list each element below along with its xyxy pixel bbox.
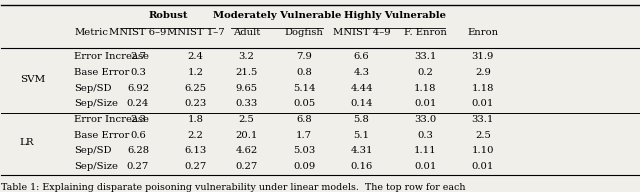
Text: LR: LR (20, 138, 35, 147)
Text: SVM: SVM (20, 75, 45, 84)
Text: 1.18: 1.18 (414, 84, 436, 93)
Text: 2.9: 2.9 (475, 68, 491, 77)
Text: 4.31: 4.31 (350, 146, 372, 155)
Text: 1.11: 1.11 (414, 146, 436, 155)
Text: 20.1: 20.1 (236, 131, 258, 140)
Text: 4.3: 4.3 (353, 68, 369, 77)
Text: 5.14: 5.14 (292, 84, 316, 93)
Text: 0.09: 0.09 (293, 162, 315, 171)
Text: Adult: Adult (233, 27, 260, 36)
Text: F. Enron: F. Enron (404, 27, 447, 36)
Text: 2.5: 2.5 (239, 115, 255, 124)
Text: 5.1: 5.1 (353, 131, 369, 140)
Text: 5.03: 5.03 (293, 146, 315, 155)
Text: 0.27: 0.27 (236, 162, 258, 171)
Text: 0.8: 0.8 (296, 68, 312, 77)
Text: 0.24: 0.24 (127, 99, 149, 108)
Text: 0.3: 0.3 (417, 131, 433, 140)
Text: Table 1: Explaining disparate poisoning vulnerability under linear models.  The : Table 1: Explaining disparate poisoning … (1, 183, 465, 192)
Text: Dogfish: Dogfish (285, 27, 323, 36)
Text: 7.9: 7.9 (296, 52, 312, 61)
Text: Base Error: Base Error (74, 131, 129, 140)
Text: 0.33: 0.33 (236, 99, 258, 108)
Text: MNIST 6–9: MNIST 6–9 (109, 27, 166, 36)
Text: Moderately Vulnerable: Moderately Vulnerable (212, 11, 341, 20)
Text: 9.65: 9.65 (236, 84, 258, 93)
Text: Sep/Size: Sep/Size (74, 162, 118, 171)
Text: 6.6: 6.6 (354, 52, 369, 61)
Text: 0.01: 0.01 (472, 99, 494, 108)
Text: 33.0: 33.0 (414, 115, 436, 124)
Text: 1.18: 1.18 (472, 84, 494, 93)
Text: 2.4: 2.4 (188, 52, 204, 61)
Text: Enron: Enron (467, 27, 499, 36)
Text: 3.2: 3.2 (239, 52, 255, 61)
Text: 0.3: 0.3 (130, 68, 146, 77)
Text: 2.5: 2.5 (475, 131, 491, 140)
Text: 0.23: 0.23 (184, 99, 207, 108)
Text: Sep/Size: Sep/Size (74, 99, 118, 108)
Text: Metric: Metric (74, 27, 108, 36)
Text: 2.3: 2.3 (130, 115, 146, 124)
Text: 21.5: 21.5 (236, 68, 258, 77)
Text: 5.8: 5.8 (353, 115, 369, 124)
Text: Sep/SD: Sep/SD (74, 84, 111, 93)
Text: 0.01: 0.01 (414, 99, 436, 108)
Text: Robust: Robust (148, 11, 188, 20)
Text: Error Increase: Error Increase (74, 115, 149, 124)
Text: 33.1: 33.1 (472, 115, 494, 124)
Text: 6.25: 6.25 (184, 84, 207, 93)
Text: 0.16: 0.16 (350, 162, 372, 171)
Text: 6.92: 6.92 (127, 84, 149, 93)
Text: MNIST 4–9: MNIST 4–9 (333, 27, 390, 36)
Text: 6.13: 6.13 (184, 146, 207, 155)
Text: 1.2: 1.2 (188, 68, 204, 77)
Text: Sep/SD: Sep/SD (74, 146, 111, 155)
Text: 4.62: 4.62 (236, 146, 258, 155)
Text: 31.9: 31.9 (472, 52, 494, 61)
Text: Error Increase: Error Increase (74, 52, 149, 61)
Text: MNIST 1–7: MNIST 1–7 (166, 27, 224, 36)
Text: 2.7: 2.7 (130, 52, 146, 61)
Text: 0.2: 0.2 (417, 68, 433, 77)
Text: 1.7: 1.7 (296, 131, 312, 140)
Text: 1.10: 1.10 (472, 146, 494, 155)
Text: 0.14: 0.14 (350, 99, 372, 108)
Text: 6.8: 6.8 (296, 115, 312, 124)
Text: 0.27: 0.27 (184, 162, 207, 171)
Text: 0.01: 0.01 (472, 162, 494, 171)
Text: Highly Vulnerable: Highly Vulnerable (344, 11, 446, 20)
Text: 6.28: 6.28 (127, 146, 149, 155)
Text: 2.2: 2.2 (188, 131, 204, 140)
Text: 33.1: 33.1 (414, 52, 436, 61)
Text: 0.01: 0.01 (414, 162, 436, 171)
Text: Base Error: Base Error (74, 68, 129, 77)
Text: 0.6: 0.6 (130, 131, 146, 140)
Text: 4.44: 4.44 (350, 84, 373, 93)
Text: 0.27: 0.27 (127, 162, 149, 171)
Text: 0.05: 0.05 (293, 99, 315, 108)
Text: 1.8: 1.8 (188, 115, 204, 124)
